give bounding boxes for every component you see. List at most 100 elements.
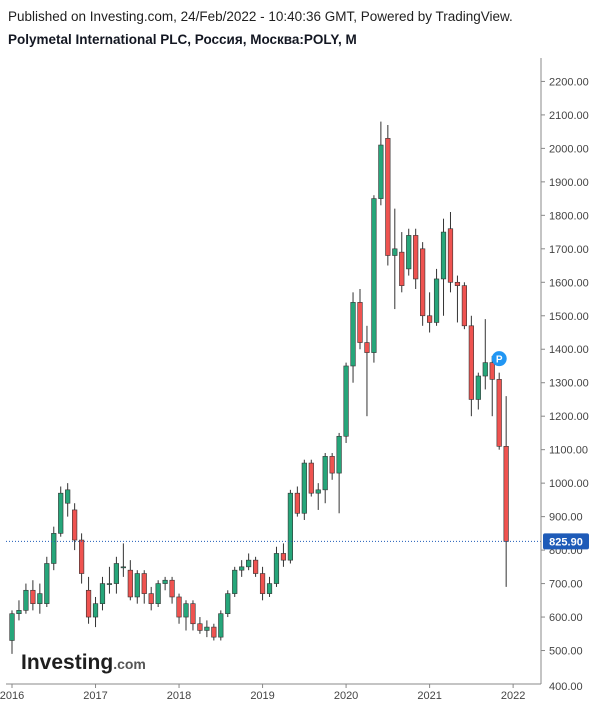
candle-body <box>308 462 314 494</box>
candle-body <box>420 248 426 317</box>
candle-body <box>454 281 461 286</box>
candle-body <box>218 613 224 638</box>
candle <box>204 620 210 638</box>
candle-body <box>169 579 175 598</box>
candle <box>447 211 454 293</box>
candle <box>266 576 273 597</box>
price-tick-label: 1500.00 <box>549 311 589 323</box>
candle <box>246 553 252 571</box>
candle-body <box>343 365 349 437</box>
candle-body <box>287 492 294 561</box>
candle <box>211 623 217 641</box>
price-tick-label: 500.00 <box>549 646 583 658</box>
candle-body <box>406 235 412 270</box>
candle-body <box>301 462 307 514</box>
last-price-label: 825.90 <box>549 536 583 548</box>
candle <box>113 556 119 594</box>
candle <box>503 396 509 587</box>
candle <box>92 596 99 628</box>
candle-body <box>322 456 328 491</box>
candle <box>44 556 50 608</box>
price-tick-label: 1800.00 <box>549 210 589 222</box>
marker-group[interactable]: P <box>491 351 507 367</box>
candle <box>378 121 384 206</box>
candle <box>399 232 405 293</box>
candle <box>183 600 189 631</box>
candle-body <box>176 596 182 618</box>
candle <box>225 590 231 618</box>
candle <box>106 566 113 594</box>
candle <box>489 355 495 417</box>
price-axis[interactable]: 500.00600.00700.00800.00900.001000.00110… <box>541 76 589 693</box>
candle <box>392 208 398 310</box>
candle-body <box>266 583 273 594</box>
candle-body <box>468 325 474 400</box>
p-marker-icon[interactable] <box>491 351 507 367</box>
candle-body <box>239 566 245 571</box>
candle-body <box>141 573 147 594</box>
candle-body <box>65 489 71 504</box>
candle-body <box>294 492 300 514</box>
published-caption: Published on Investing.com, 24/Feb/2022 … <box>8 9 513 24</box>
candle <box>440 218 447 316</box>
candle <box>141 570 147 604</box>
price-tick-label: 600.00 <box>549 612 583 624</box>
candle <box>454 275 461 323</box>
time-tick-label: 2017 <box>83 690 107 702</box>
candle-body <box>378 144 384 199</box>
candle-body <box>392 248 398 256</box>
candle-body <box>113 563 119 584</box>
candle <box>85 576 92 624</box>
candle-body <box>433 278 440 323</box>
candle <box>134 570 140 604</box>
candle-body <box>190 603 196 625</box>
candle-body <box>85 589 92 618</box>
time-tick-label: 2018 <box>167 690 191 702</box>
candle-body <box>371 198 377 353</box>
candle-body <box>350 302 356 367</box>
logo-main-text: Investing.com <box>21 651 146 674</box>
price-tick-label: 900.00 <box>549 512 583 524</box>
candle-body <box>461 285 468 327</box>
candle <box>232 566 238 597</box>
candle-body <box>413 235 419 280</box>
candle-body <box>364 342 370 353</box>
time-axis[interactable]: 2016 2017 2018 2019 2020 2021 2022 <box>0 684 525 702</box>
candle-body <box>475 375 481 400</box>
price-tick-label: 1400.00 <box>549 344 589 356</box>
candle <box>461 282 468 330</box>
candle <box>364 325 370 417</box>
symbol-title[interactable]: Polymetal International PLC, Россия, Мос… <box>8 32 357 47</box>
candle-body <box>489 362 495 380</box>
candle <box>155 580 161 608</box>
candle <box>16 600 22 621</box>
candle <box>329 453 335 480</box>
candle <box>190 600 196 631</box>
candle <box>273 546 280 587</box>
candle-body <box>23 589 29 611</box>
candle <box>72 503 78 551</box>
candle-body <box>399 251 405 286</box>
candle <box>482 319 488 390</box>
candle <box>287 489 294 564</box>
candle-body <box>336 435 342 474</box>
time-tick-label: 2016 <box>0 690 24 702</box>
candle <box>9 610 15 654</box>
candle <box>280 543 287 567</box>
candle-body <box>426 315 433 323</box>
candle <box>385 124 391 266</box>
candle <box>413 228 419 289</box>
investing-logo: Investing.com <box>21 651 146 674</box>
candles-group <box>9 121 509 654</box>
logo-suffix: .com <box>113 656 146 672</box>
candle <box>308 459 314 497</box>
candle-body <box>280 553 287 561</box>
candle <box>371 195 377 363</box>
candle <box>259 566 266 601</box>
price-tick-label: 1300.00 <box>549 378 589 390</box>
candle <box>496 372 502 450</box>
candle <box>239 560 245 577</box>
candle-body <box>44 563 50 604</box>
candle-body <box>503 446 509 542</box>
